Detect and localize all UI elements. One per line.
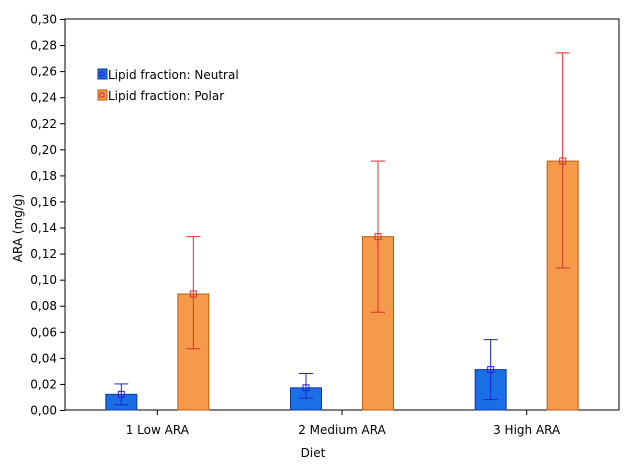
y-tick-label: 0,26 (30, 65, 57, 79)
y-tick-label: 0,16 (30, 195, 57, 209)
y-tick-label: 0,18 (30, 169, 57, 183)
legend-swatch (97, 68, 108, 80)
y-tick-label: 0,20 (30, 143, 57, 157)
y-tick-label: 0,08 (30, 299, 57, 313)
mean-marker (189, 290, 197, 298)
y-tick-label: 0,10 (30, 273, 57, 287)
y-tick-label: 0,06 (30, 325, 57, 339)
y-tick-label: 0,28 (30, 39, 57, 53)
error-bars (114, 52, 570, 406)
y-tick-label: 0,02 (30, 377, 57, 391)
y-tick-label: 0,04 (30, 351, 57, 365)
x-axis-label: Diet (301, 446, 326, 460)
bars (105, 160, 579, 411)
mean-marker (559, 157, 567, 165)
legend-marker (99, 71, 105, 77)
axes: 0,00 0,02 0,04 0,06 0,08 0,10 0,12 0,14 0,16 0,18… (30, 13, 620, 437)
legend-swatch (97, 89, 108, 101)
mean-marker (117, 390, 125, 398)
legend-label: Lipid fraction: Polar (108, 89, 224, 103)
legend-label: Lipid fraction: Neutral (108, 68, 239, 82)
mean-marker (302, 384, 310, 392)
mean-marker (487, 366, 495, 374)
x-tick-label: 2 Medium ARA (298, 423, 386, 437)
y-tick-label: 0,14 (30, 221, 57, 235)
x-tick-label: 1 Low ARA (126, 423, 190, 437)
y-axis-label: ARA (mg/g) (11, 194, 25, 262)
y-tick-label: 0,24 (30, 91, 57, 105)
y-tick-label: 0,30 (30, 13, 57, 27)
y-tick-label: 0,12 (30, 247, 57, 261)
legend: Lipid fraction: Neutral Lipid fraction: P… (97, 68, 239, 103)
y-tick-label: 0,22 (30, 117, 57, 131)
mean-marker (374, 233, 382, 241)
y-tick-label: 0,00 (30, 404, 57, 418)
legend-marker (99, 92, 105, 98)
x-tick-label: 3 High ARA (493, 423, 561, 437)
